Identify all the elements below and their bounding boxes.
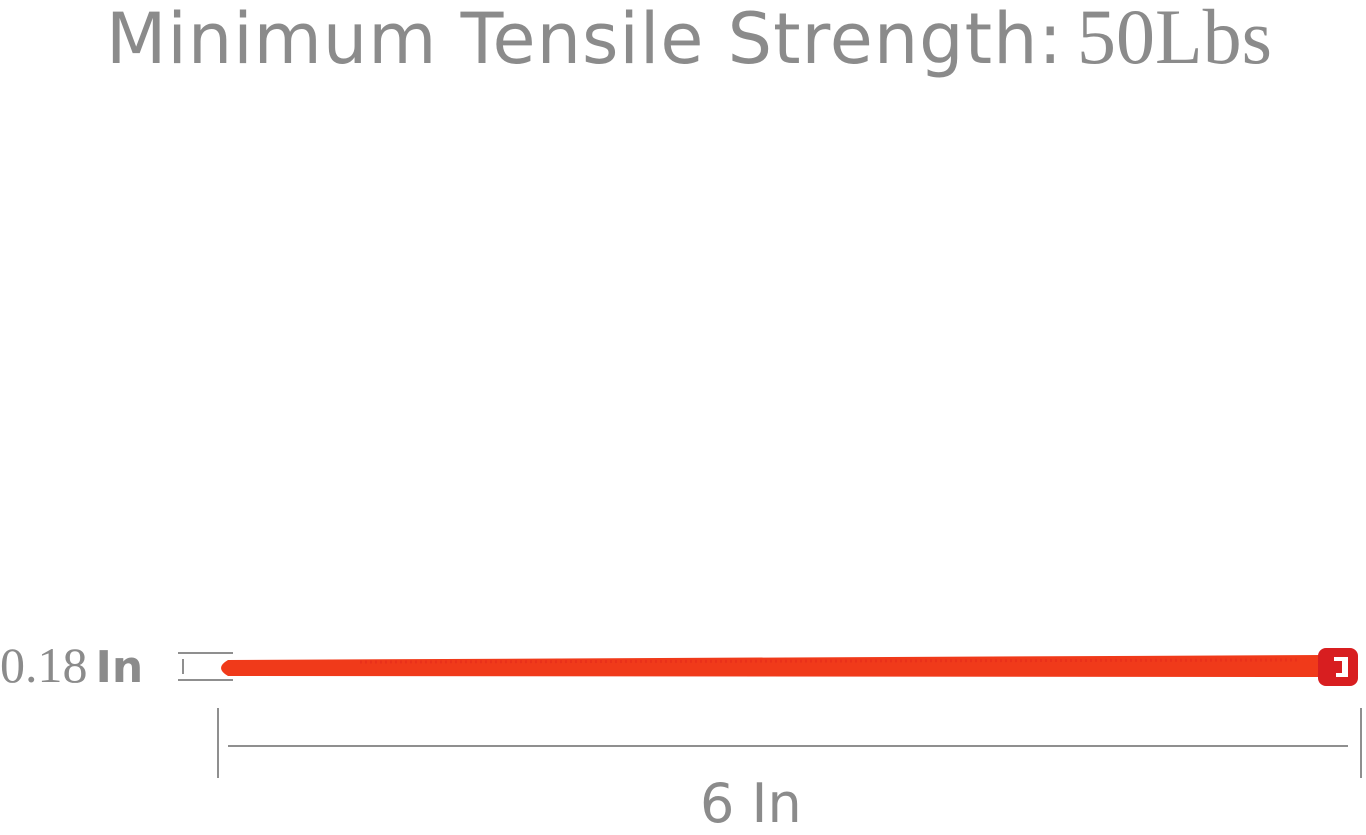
width-value: 0.18 <box>0 637 88 693</box>
title-value: 50Lbs <box>1077 0 1273 80</box>
length-dimension <box>217 708 1362 778</box>
width-unit: In <box>95 642 144 693</box>
width-label: 0.18 In <box>0 636 143 694</box>
cable-tie <box>221 648 1358 686</box>
title-label: Minimum Tensile Strength: <box>106 0 1064 80</box>
cable-tie-head <box>1318 648 1358 686</box>
tensile-strength-title: Minimum Tensile Strength: 50Lbs <box>106 0 1272 82</box>
length-label: 6 In <box>700 772 802 835</box>
cable-tie-strap <box>221 655 1325 677</box>
width-bracket <box>178 652 233 681</box>
